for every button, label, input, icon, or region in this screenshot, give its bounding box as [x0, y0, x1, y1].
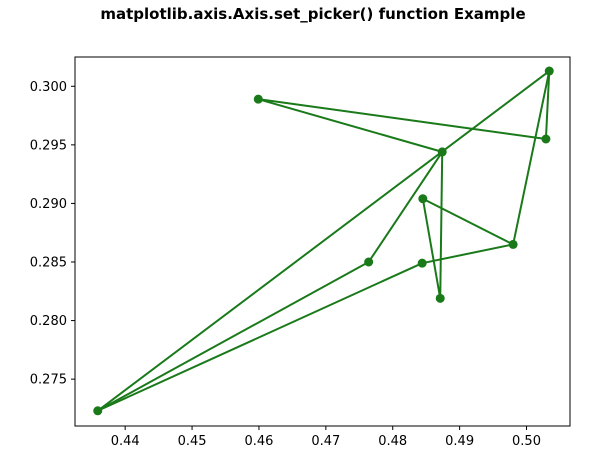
series-line [96, 70, 551, 412]
y-tick-label: 0.295 [30, 138, 67, 153]
data-point [417, 258, 427, 268]
series-segment [512, 70, 551, 245]
data-point [541, 134, 551, 144]
data-point [93, 406, 103, 416]
series-segment [97, 261, 370, 412]
axes-frame [74, 56, 571, 427]
y-tick-label: 0.275 [30, 373, 67, 388]
data-point [364, 257, 374, 267]
x-tick-label: 0.44 [111, 434, 140, 449]
data-point [253, 94, 263, 104]
x-tick-label: 0.47 [311, 434, 340, 449]
data-point [544, 66, 554, 76]
plot-area [93, 66, 554, 416]
x-axis: 0.44 0.45 0.46 0.47 0.48 0.49 0.50 [111, 426, 541, 449]
x-tick-label: 0.46 [244, 434, 273, 449]
data-point [508, 239, 518, 249]
x-tick-label: 0.50 [512, 434, 541, 449]
y-tick-label: 0.280 [30, 314, 67, 329]
x-tick-label: 0.48 [378, 434, 407, 449]
x-tick-label: 0.45 [178, 434, 207, 449]
x-tick-label: 0.49 [445, 434, 474, 449]
y-tick-label: 0.300 [30, 80, 67, 95]
data-point [418, 194, 428, 204]
series-segment [258, 98, 443, 153]
data-point [435, 293, 445, 303]
y-axis: 0.275 0.280 0.285 0.290 0.295 0.300 [30, 80, 75, 388]
y-tick-label: 0.285 [30, 256, 67, 271]
chart-title: matplotlib.axis.Axis.set_picker() functi… [100, 5, 525, 23]
data-point [437, 147, 447, 157]
y-tick-label: 0.290 [30, 197, 67, 212]
